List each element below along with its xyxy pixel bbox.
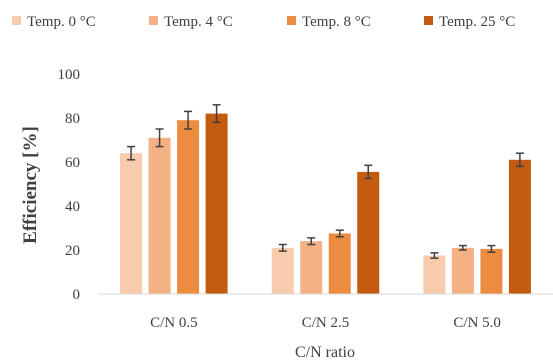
y-tick-label: 0 <box>73 287 81 303</box>
bar <box>357 171 380 294</box>
bars <box>120 104 531 294</box>
legend-swatch <box>12 16 21 25</box>
bar <box>328 233 351 294</box>
y-tick-label: 60 <box>65 155 80 171</box>
bar <box>480 248 503 294</box>
y-axis-label: Efficiency [%] <box>20 126 41 244</box>
x-axis-ticks: C/N 0.5 C/N 2.5 C/N 5.0 <box>150 315 501 331</box>
bar <box>423 255 446 294</box>
y-tick-label: 40 <box>65 199 80 215</box>
legend-swatch <box>287 16 296 25</box>
bar <box>508 159 531 294</box>
y-tick-label: 20 <box>65 243 80 259</box>
legend-label: Temp. 8 °C <box>302 14 371 30</box>
legend-label: Temp. 25 °C <box>439 14 515 30</box>
legend-swatch <box>424 16 433 25</box>
bar <box>148 137 171 294</box>
x-axis-label: C/N ratio <box>295 344 355 361</box>
y-axis-ticks: 0 20 40 60 80 100 <box>58 67 81 303</box>
bar <box>177 120 200 294</box>
x-tick-label: C/N 5.0 <box>453 315 501 331</box>
y-tick-label: 100 <box>58 67 81 83</box>
bar <box>205 113 228 294</box>
x-tick-label: C/N 0.5 <box>150 315 198 331</box>
bar <box>451 247 474 294</box>
legend-swatch <box>149 16 158 25</box>
bar <box>120 153 143 294</box>
legend-label: Temp. 4 °C <box>164 14 233 30</box>
bar <box>271 247 294 294</box>
bar <box>300 241 323 294</box>
y-tick-label: 80 <box>65 111 80 127</box>
legend: Temp. 0 °C Temp. 4 °C Temp. 8 °C Temp. 25 °… <box>12 14 515 30</box>
legend-label: Temp. 0 °C <box>27 14 96 30</box>
x-tick-label: C/N 2.5 <box>302 315 350 331</box>
